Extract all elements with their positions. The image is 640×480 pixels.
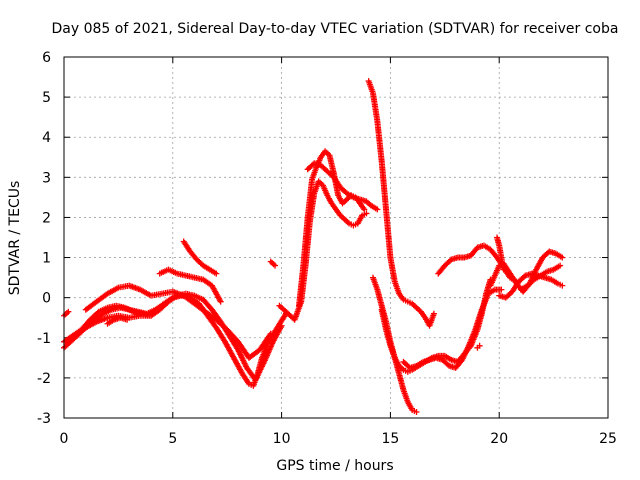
data-point — [413, 408, 420, 415]
x-tick-label: 10 — [273, 431, 291, 447]
data-point — [213, 270, 220, 277]
data-point — [476, 342, 483, 349]
y-tick-label: 2 — [42, 210, 51, 226]
data-point — [65, 308, 72, 315]
y-tick-label: 1 — [42, 251, 51, 267]
y-axis-ticks: -3 -2 -1 0 1 2 3 4 5 6 — [37, 50, 608, 427]
y-tick-label: -2 — [37, 371, 51, 387]
y-tick-label: -1 — [37, 331, 51, 347]
data-point — [557, 262, 564, 269]
data-point — [500, 266, 507, 273]
grid — [64, 57, 608, 418]
y-tick-label: 5 — [42, 90, 51, 106]
data-point — [267, 330, 274, 337]
chart-title: Day 085 of 2021, Sidereal Day-to-day VTE… — [52, 21, 619, 37]
data-point — [430, 310, 437, 317]
data-point — [361, 206, 368, 213]
data-point — [498, 286, 505, 293]
x-tick-label: 0 — [60, 431, 69, 447]
data-point — [559, 282, 566, 289]
y-tick-label: 4 — [42, 130, 51, 146]
data-point — [124, 316, 131, 323]
y-tick-label: 3 — [42, 170, 51, 186]
x-axis-label: GPS time / hours — [276, 458, 393, 474]
data-point — [559, 254, 566, 261]
data-point — [148, 312, 155, 319]
x-tick-label: 15 — [381, 431, 399, 447]
y-axis-label: SDTVAR / TECUs — [7, 181, 23, 296]
x-tick-label: 25 — [599, 431, 617, 447]
data-point — [217, 298, 224, 305]
data-point — [272, 262, 279, 269]
plot-frame — [63, 56, 609, 419]
data-point — [266, 332, 273, 339]
x-tick-label: 5 — [168, 431, 177, 447]
y-tick-label: -3 — [37, 411, 51, 427]
y-tick-label: 6 — [42, 50, 51, 66]
data-point — [278, 322, 285, 329]
x-tick-label: 20 — [490, 431, 508, 447]
y-tick-label: 0 — [42, 291, 51, 307]
data-points — [61, 78, 566, 415]
data-point — [374, 206, 381, 213]
data-point — [363, 210, 370, 217]
